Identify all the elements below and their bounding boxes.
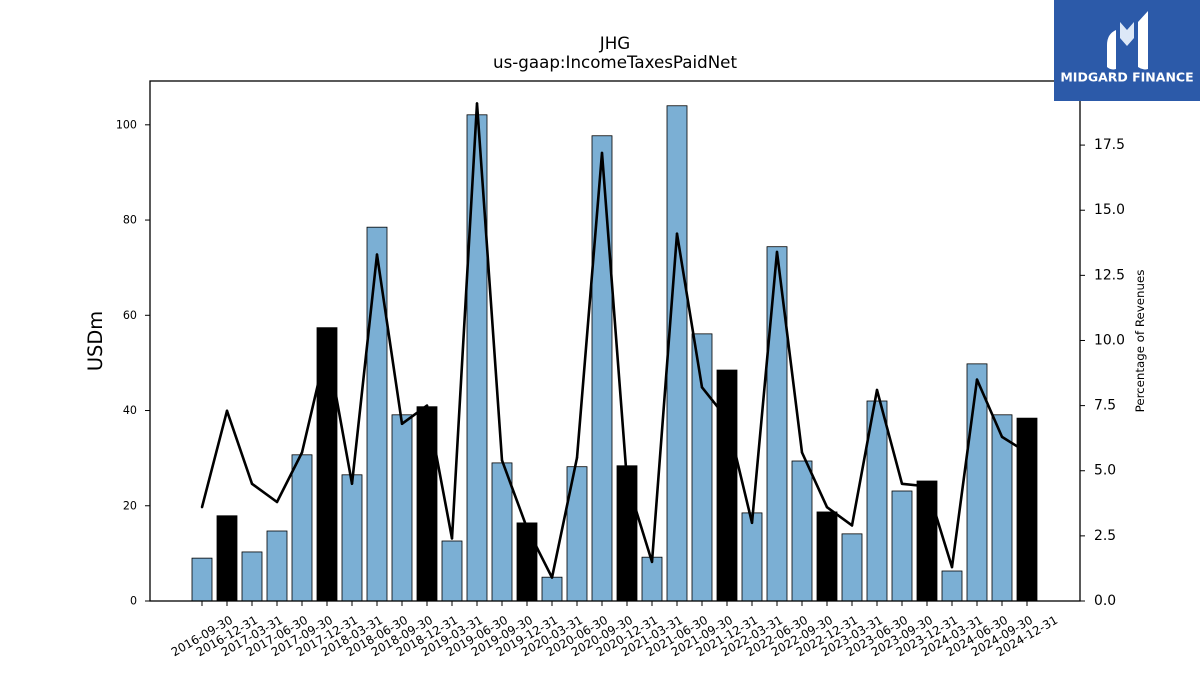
line-point-2017-06-30 bbox=[275, 500, 279, 504]
y-tick-label: 60 bbox=[123, 309, 137, 322]
line-point-2022-12-31 bbox=[825, 506, 829, 509]
bar-2024-06-30 bbox=[966, 363, 988, 602]
logo-icon-left-stroke bbox=[1107, 30, 1116, 70]
percentage-of-revenues-line bbox=[200, 102, 1028, 579]
line-point-2017-09-30 bbox=[300, 451, 304, 454]
line-point-2020-03-31 bbox=[550, 576, 554, 579]
line-series bbox=[200, 102, 1029, 579]
line-point-2018-03-31 bbox=[350, 482, 354, 485]
line-point-2024-09-30 bbox=[1000, 435, 1004, 439]
line-point-2020-09-30 bbox=[600, 151, 604, 155]
bar-2017-03-31 bbox=[241, 551, 263, 602]
line-point-2019-09-30 bbox=[500, 459, 504, 462]
y-axis-label: USDm bbox=[84, 311, 107, 371]
bar-2019-12-31 bbox=[516, 522, 538, 602]
bar-2022-09-30 bbox=[791, 460, 813, 602]
logo-background bbox=[1054, 0, 1200, 101]
line-point-2018-09-30 bbox=[400, 422, 404, 426]
left-y-axis: 0 20 40 60 80 100 bbox=[116, 118, 150, 608]
line-point-2024-06-30 bbox=[975, 378, 979, 381]
y-tick-label: 40 bbox=[123, 404, 137, 417]
line-point-2023-06-30 bbox=[875, 388, 879, 392]
bar-2020-12-31 bbox=[616, 465, 638, 602]
bar-2019-09-30 bbox=[491, 462, 513, 602]
bar-2020-09-30 bbox=[591, 135, 613, 602]
y2-tick-label: 2.5 bbox=[1094, 528, 1116, 544]
line-point-2020-12-31 bbox=[625, 479, 629, 483]
line-point-2021-12-31 bbox=[725, 417, 729, 420]
line-point-2023-09-30 bbox=[900, 482, 904, 485]
bar-2021-12-31 bbox=[716, 369, 738, 602]
bar-2016-09-30 bbox=[191, 557, 213, 602]
line-point-2023-12-31 bbox=[925, 485, 929, 488]
bar-2018-06-30 bbox=[366, 226, 388, 602]
midgard-m-logo-icon bbox=[1107, 11, 1148, 70]
bar-series bbox=[191, 105, 1038, 602]
line-point-2019-06-30 bbox=[475, 102, 479, 105]
plot-frame bbox=[149, 80, 1081, 602]
midgard-finance-logo: MIDGARD FINANCE bbox=[1054, 0, 1200, 101]
bar-2024-12-31 bbox=[1016, 417, 1038, 602]
bar-2023-12-31 bbox=[916, 480, 938, 602]
y2-tick-label: 17.5 bbox=[1094, 137, 1125, 153]
y2-tick-label: 0.0 bbox=[1094, 593, 1116, 609]
bar-2022-03-31 bbox=[741, 512, 763, 602]
logo-icon-middle-stroke bbox=[1120, 22, 1134, 46]
line-point-2020-06-30 bbox=[575, 456, 579, 459]
y2-tick-label: 10.0 bbox=[1094, 332, 1125, 348]
x-axis: 2016-09-302016-12-312017-03-312017-06-30… bbox=[169, 601, 1060, 659]
y2-tick-label: 7.5 bbox=[1094, 398, 1116, 414]
line-point-2016-09-30 bbox=[200, 506, 204, 509]
y2-tick-label: 5.0 bbox=[1094, 463, 1116, 479]
line-point-2021-06-30 bbox=[675, 232, 679, 235]
line-point-2023-03-31 bbox=[850, 524, 854, 527]
bar-2020-03-31 bbox=[541, 576, 563, 602]
y-tick-label: 0 bbox=[130, 595, 137, 608]
line-point-2018-12-31 bbox=[425, 404, 429, 407]
logo-text: MIDGARD FINANCE bbox=[1060, 70, 1193, 85]
bar-2022-12-31 bbox=[816, 511, 838, 602]
logo-graphic: MIDGARD FINANCE bbox=[1054, 0, 1200, 101]
bar-2021-06-30 bbox=[666, 105, 688, 602]
line-point-2017-12-31 bbox=[325, 344, 329, 347]
line-point-2024-12-31 bbox=[1025, 451, 1029, 454]
line-point-2019-03-31 bbox=[450, 537, 454, 540]
y2-axis-label: Percentage of Revenues bbox=[1133, 270, 1147, 413]
chart-title: JHG bbox=[599, 33, 630, 53]
bar-2021-03-31 bbox=[641, 556, 663, 602]
chart-subtitle: us-gaap:IncomeTaxesPaidNet bbox=[493, 52, 737, 72]
bar-2023-09-30 bbox=[891, 490, 913, 602]
bar-2023-03-31 bbox=[841, 533, 863, 602]
bar-2018-09-30 bbox=[391, 414, 413, 602]
bar-2019-03-31 bbox=[441, 540, 463, 602]
line-point-2021-09-30 bbox=[700, 386, 704, 389]
line-point-2022-06-30 bbox=[775, 250, 779, 254]
y-tick-label: 100 bbox=[116, 118, 137, 131]
line-point-2016-12-31 bbox=[225, 409, 229, 413]
line-point-2019-12-31 bbox=[525, 526, 529, 530]
line-point-2022-09-30 bbox=[800, 451, 804, 454]
bar-2017-12-31 bbox=[316, 327, 338, 602]
y-tick-label: 20 bbox=[123, 499, 137, 512]
line-point-2024-03-31 bbox=[950, 565, 954, 569]
bar-2017-06-30 bbox=[266, 530, 288, 602]
y2-tick-label: 12.5 bbox=[1094, 267, 1125, 283]
logo-icon-right-stroke bbox=[1138, 11, 1148, 70]
bar-2016-12-31 bbox=[216, 515, 238, 602]
bar-2024-03-31 bbox=[941, 570, 963, 602]
bar-2017-09-30 bbox=[291, 454, 313, 602]
line-point-2021-03-31 bbox=[650, 560, 654, 564]
y2-tick-label: 15.0 bbox=[1094, 202, 1125, 218]
bar-2018-03-31 bbox=[341, 474, 363, 602]
y-tick-label: 80 bbox=[123, 214, 137, 227]
line-point-2022-03-31 bbox=[750, 521, 754, 525]
line-point-2018-06-30 bbox=[375, 253, 379, 256]
bar-2021-09-30 bbox=[691, 333, 713, 602]
right-y-axis: 0.0 2.5 5.0 7.5 10.0 12.5 15.0 17.5 bbox=[1080, 137, 1125, 609]
line-point-2017-03-31 bbox=[250, 482, 254, 485]
